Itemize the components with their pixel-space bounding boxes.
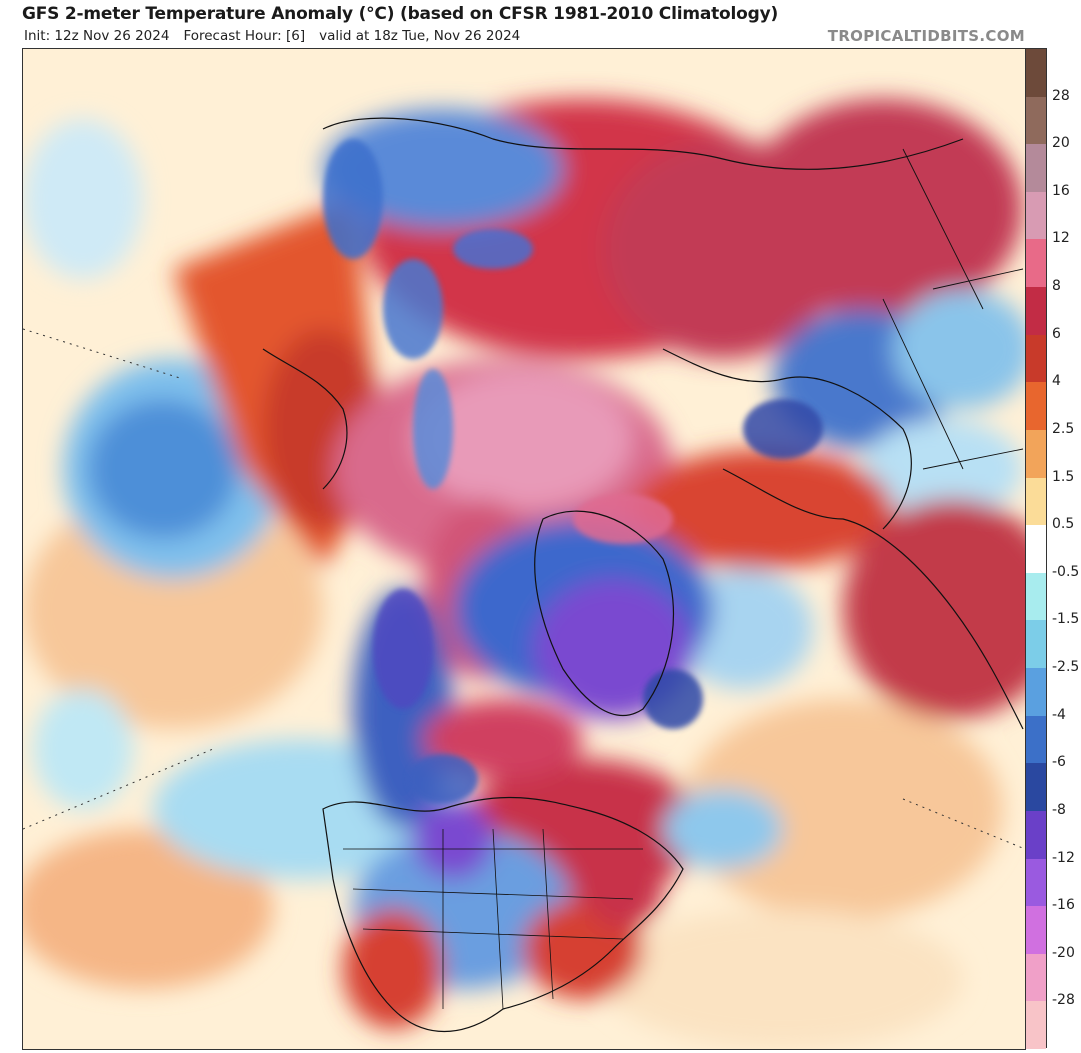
colorbar-tick-label: -0.5 <box>1052 563 1080 580</box>
colorbar-segment <box>1026 144 1046 193</box>
colorbar-tick-label: 1.5 <box>1052 468 1075 485</box>
init-time: Init: 12z Nov 26 2024 <box>24 28 170 44</box>
graticule <box>23 328 1025 850</box>
colorbar-segment <box>1026 620 1046 669</box>
colorbar-tick-label: 8 <box>1052 278 1061 295</box>
colorbar-segment <box>1026 96 1046 145</box>
colorbar-segment <box>1026 191 1046 240</box>
colorbar-tick-label: 20 <box>1052 135 1070 152</box>
colorbar-tick-label: 16 <box>1052 182 1070 199</box>
colorbar-tick-label: 4 <box>1052 373 1061 390</box>
colorbar-segment <box>1026 572 1046 621</box>
colorbar-segment <box>1026 429 1046 479</box>
country-borders <box>882 148 1024 470</box>
colorbar-tick-label: -4 <box>1052 706 1066 723</box>
colorbar-tick-label: 0.5 <box>1052 516 1075 533</box>
north-america-outline <box>322 796 684 1033</box>
north-africa-warm-anomaly <box>843 499 1025 719</box>
colorbar-tick-label: -8 <box>1052 801 1066 818</box>
anomaly-map <box>22 48 1026 1050</box>
colorbar-segment <box>1026 287 1046 336</box>
colorbar-segment <box>1026 239 1046 288</box>
map-title: GFS 2-meter Temperature Anomaly (°C) (ba… <box>22 4 779 24</box>
map-subtitle: Init: 12z Nov 26 2024 Forecast Hour: [6] v… <box>24 28 520 44</box>
forecast-hour: Forecast Hour: [6] <box>183 28 306 44</box>
siberia-coast <box>322 117 964 170</box>
colorbar-tick-label: 12 <box>1052 230 1070 247</box>
colorbar-segment <box>1026 810 1046 859</box>
colorbar-segment <box>1026 668 1046 717</box>
map-canvas <box>23 49 1025 1049</box>
colorbar-tick-label: -1.5 <box>1052 611 1080 628</box>
colorbar-segment <box>1026 525 1046 574</box>
alaska-coast <box>262 348 348 490</box>
coastlines <box>262 117 1024 1033</box>
colorbar-tick-label: 28 <box>1052 87 1070 104</box>
colorbar-segment <box>1026 49 1046 98</box>
colorbar-tick-label: -16 <box>1052 897 1075 914</box>
colorbar-segment <box>1026 715 1046 764</box>
colorbar-segment <box>1026 906 1046 955</box>
colorbar-tick-label: -6 <box>1052 754 1066 771</box>
site-watermark: TROPICALTIDBITS.COM <box>827 27 1025 45</box>
valid-time: valid at 18z Tue, Nov 26 2024 <box>319 28 521 44</box>
colorbar-segment <box>1026 1001 1046 1050</box>
colorbar-segment <box>1026 382 1046 431</box>
asia-borders <box>662 348 912 530</box>
state-borders <box>343 828 643 1010</box>
colorbar-tick-label: -12 <box>1052 849 1075 866</box>
europe-coast <box>722 468 1024 730</box>
colorbar-tick-label: 6 <box>1052 325 1061 342</box>
anomaly-colorbar <box>1025 48 1047 1050</box>
colorbar-segment <box>1026 477 1046 526</box>
colorbar-segment <box>1026 858 1046 907</box>
colorbar-tick-label: -20 <box>1052 944 1075 961</box>
colorbar-tick-label: 2.5 <box>1052 420 1075 437</box>
colorbar-tick-label: -2.5 <box>1052 659 1080 676</box>
colorbar-segment <box>1026 334 1046 383</box>
colorbar-segment <box>1026 953 1046 1002</box>
colorbar-tick-label: -28 <box>1052 992 1075 1009</box>
greenland-outline <box>534 510 674 716</box>
arctic-ocean-warm-anomaly <box>413 369 633 509</box>
colorbar-segment <box>1026 763 1046 812</box>
